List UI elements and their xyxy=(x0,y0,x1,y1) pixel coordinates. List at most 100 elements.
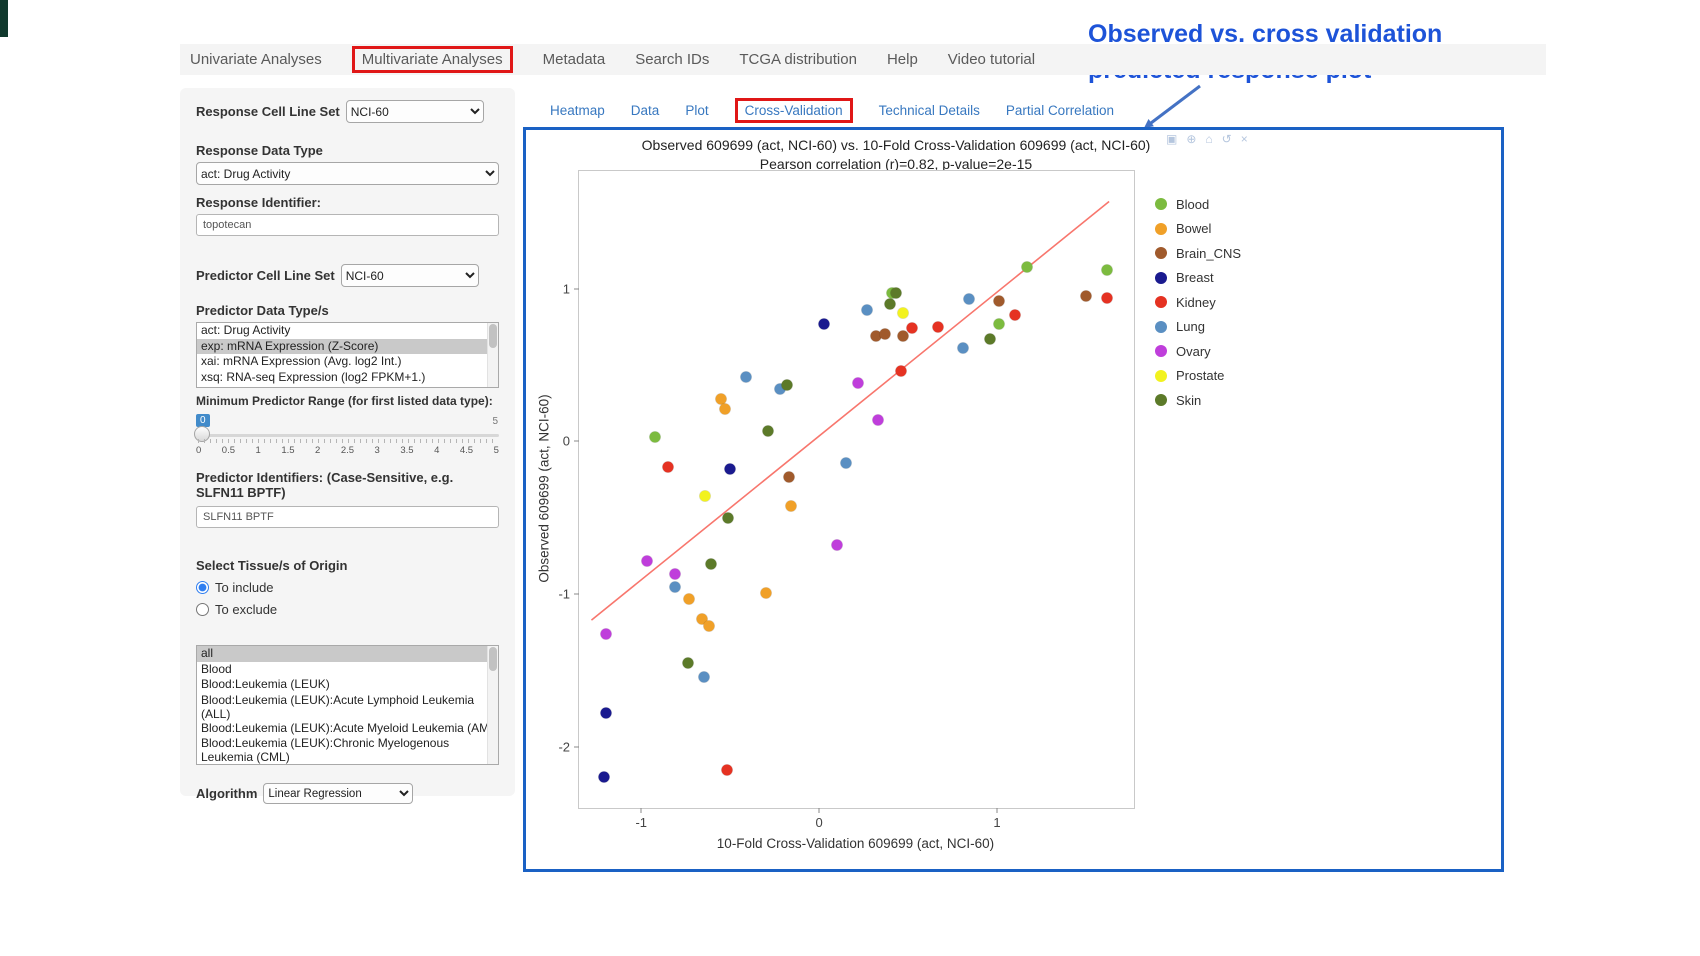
tab-multivariate-analyses[interactable]: Multivariate Analyses xyxy=(351,46,513,73)
scatter-point[interactable] xyxy=(669,568,681,580)
legend-item[interactable]: Brain_CNS xyxy=(1155,241,1241,266)
response-identifier-input[interactable] xyxy=(196,214,499,236)
listbox-option[interactable]: Blood:Leukemia (LEUK):Acute Myeloid Leuk… xyxy=(201,720,487,735)
scatter-point[interactable] xyxy=(682,657,693,669)
tab-help[interactable]: Help xyxy=(886,51,918,68)
scatter-point[interactable] xyxy=(683,593,695,605)
listbox-option[interactable]: Blood:Leukemia (LEUK):Chronic Myelogenou… xyxy=(201,736,450,764)
scatter-point[interactable] xyxy=(722,512,734,524)
scatter-point[interactable] xyxy=(781,379,793,391)
listbox-option[interactable]: xai: mRNA Expression (Avg. log2 Int.) xyxy=(201,354,402,368)
predictor-identifiers-input[interactable] xyxy=(196,506,499,528)
listbox-option[interactable]: Blood xyxy=(201,661,232,676)
scatter-point[interactable] xyxy=(721,764,733,776)
legend-item[interactable]: Kidney xyxy=(1155,290,1241,315)
scatter-point[interactable] xyxy=(662,461,674,473)
scatter-point[interactable] xyxy=(984,333,996,345)
scatter-point[interactable] xyxy=(760,587,772,599)
subtab-cross-validation[interactable]: Cross-Validation xyxy=(734,97,853,123)
listbox-option[interactable]: act: Drug Activity xyxy=(201,323,291,337)
scatter-point[interactable] xyxy=(884,298,896,310)
listbox-option-selected[interactable]: all xyxy=(197,646,487,662)
scatter-point[interactable] xyxy=(993,295,1005,307)
legend-item[interactable]: Blood xyxy=(1155,192,1241,217)
legend-item[interactable]: Ovary xyxy=(1155,339,1241,364)
scatter-point[interactable] xyxy=(715,393,727,405)
scatter-point[interactable] xyxy=(598,771,610,783)
scatter-point[interactable] xyxy=(600,707,612,719)
scatter-point[interactable] xyxy=(870,330,882,342)
scatter-point[interactable] xyxy=(872,414,884,426)
listbox-option-selected[interactable]: exp: mRNA Expression (Z-Score) xyxy=(197,338,487,354)
scatter-point[interactable] xyxy=(852,377,864,389)
scatter-point[interactable] xyxy=(1009,309,1021,321)
listbox-option[interactable]: Blood:Leukemia (LEUK):Acute Lymphoid Leu… xyxy=(201,692,475,721)
scatter-point[interactable] xyxy=(1101,264,1113,276)
legend-label: Lung xyxy=(1176,319,1205,335)
scatter-point[interactable] xyxy=(932,321,944,333)
scatter-point[interactable] xyxy=(699,490,711,502)
scatter-point[interactable] xyxy=(762,425,774,437)
predictor-cell-line-set-select[interactable]: NCI-60 xyxy=(340,264,479,287)
listbox-option[interactable]: xsq: RNA-seq Expression (log2 FPKM+1.) xyxy=(201,369,426,384)
scrollbar-thumb[interactable] xyxy=(489,647,497,671)
scatter-point[interactable] xyxy=(1080,290,1092,302)
scatter-point[interactable] xyxy=(963,293,975,305)
tab-video-tutorial[interactable]: Video tutorial xyxy=(947,51,1036,68)
response-data-type-select[interactable]: act: Drug Activity xyxy=(196,162,499,185)
slider-track[interactable] xyxy=(196,434,499,437)
tab-metadata[interactable]: Metadata xyxy=(542,51,606,68)
close-icon[interactable] xyxy=(1241,132,1248,146)
subtab-technical-details[interactable]: Technical Details xyxy=(878,102,980,118)
scatter-point[interactable] xyxy=(669,581,681,592)
scrollbar[interactable] xyxy=(487,646,498,764)
scrollbar[interactable] xyxy=(487,323,498,387)
tab-tcga-distribution[interactable]: TCGA distribution xyxy=(739,51,857,68)
tissue-include-radio[interactable] xyxy=(196,581,209,594)
scatter-point[interactable] xyxy=(1021,261,1033,273)
scatter-point[interactable] xyxy=(861,304,873,316)
scatter-point[interactable] xyxy=(719,403,731,415)
scatter-point[interactable] xyxy=(879,328,891,340)
scatter-point[interactable] xyxy=(906,322,918,334)
tab-search-ids[interactable]: Search IDs xyxy=(635,51,710,68)
scatter-point[interactable] xyxy=(705,558,717,570)
scatter-point[interactable] xyxy=(703,620,715,632)
listbox-option[interactable]: Blood:Leukemia (LEUK) xyxy=(201,677,330,691)
scatter-point[interactable] xyxy=(957,342,969,354)
response-cell-line-set-select[interactable]: NCI-60 xyxy=(345,100,484,123)
legend-item[interactable]: Bowel xyxy=(1155,217,1241,242)
subtab-data[interactable]: Data xyxy=(630,102,660,118)
scatter-point[interactable] xyxy=(649,431,661,443)
scatter-point[interactable] xyxy=(783,471,795,482)
scatter-point[interactable] xyxy=(1101,292,1113,304)
legend-item[interactable]: Skin xyxy=(1155,388,1241,413)
scatter-point[interactable] xyxy=(890,287,902,299)
scatter-point[interactable] xyxy=(840,457,852,469)
scatter-point[interactable] xyxy=(897,307,909,319)
scatter-point[interactable] xyxy=(696,613,708,625)
tissue-exclude-radio[interactable] xyxy=(196,603,209,616)
scatter-point[interactable] xyxy=(818,318,830,330)
subtab-partial-correlation[interactable]: Partial Correlation xyxy=(1005,102,1114,118)
scatter-point[interactable] xyxy=(740,371,752,383)
subtab-plot[interactable]: Plot xyxy=(685,102,709,118)
legend-item[interactable]: Breast xyxy=(1155,266,1241,291)
tab-univariate-analyses[interactable]: Univariate Analyses xyxy=(190,51,322,68)
scatter-point[interactable] xyxy=(774,383,786,395)
min-predictor-range-slider[interactable]: 0 5 0 0.5 1 1.5 2 2.5 3 3.5 4 4.5 5 xyxy=(194,414,499,460)
scatter-point[interactable] xyxy=(698,671,710,683)
scrollbar-thumb[interactable] xyxy=(489,324,497,348)
scatter-point[interactable] xyxy=(831,539,843,551)
legend-item[interactable]: Prostate xyxy=(1155,364,1241,389)
scatter-point[interactable] xyxy=(897,330,909,342)
scatter-point[interactable] xyxy=(993,318,1005,330)
algorithm-select[interactable]: Linear Regression xyxy=(263,783,414,804)
scatter-point[interactable] xyxy=(724,463,736,475)
scatter-point[interactable] xyxy=(785,500,797,512)
scatter-point[interactable] xyxy=(895,365,907,377)
scatter-point[interactable] xyxy=(641,555,653,567)
subtab-heatmap[interactable]: Heatmap xyxy=(550,102,605,118)
legend-item[interactable]: Lung xyxy=(1155,315,1241,340)
scatter-point[interactable] xyxy=(600,628,612,640)
